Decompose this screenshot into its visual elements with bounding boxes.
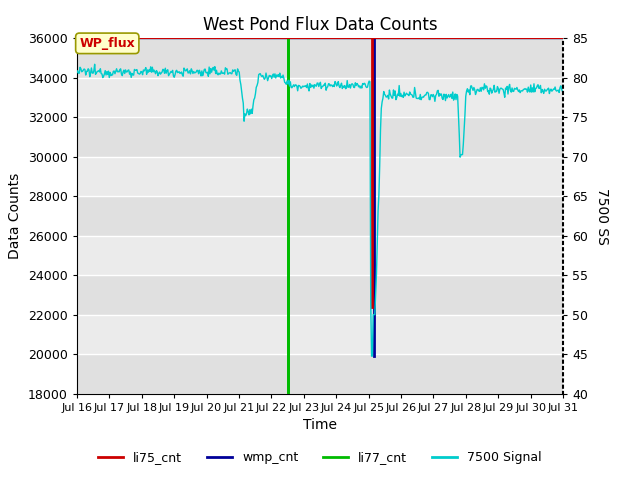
X-axis label: Time: Time (303, 418, 337, 432)
Bar (77, 196, 563, 236)
Bar (77, 78, 563, 117)
Bar (77, 315, 563, 354)
Legend: li75_cnt, wmp_cnt, li77_cnt, 7500 Signal: li75_cnt, wmp_cnt, li77_cnt, 7500 Signal (93, 446, 547, 469)
Y-axis label: 7500 SS: 7500 SS (595, 188, 609, 244)
Bar (77, 38, 563, 78)
Y-axis label: Data Counts: Data Counts (8, 173, 22, 259)
Bar (77, 275, 563, 315)
Bar (77, 157, 563, 196)
Bar (77, 236, 563, 275)
Bar (77, 117, 563, 157)
Bar (77, 354, 563, 394)
Title: West Pond Flux Data Counts: West Pond Flux Data Counts (203, 16, 437, 34)
Text: WP_flux: WP_flux (79, 37, 135, 50)
